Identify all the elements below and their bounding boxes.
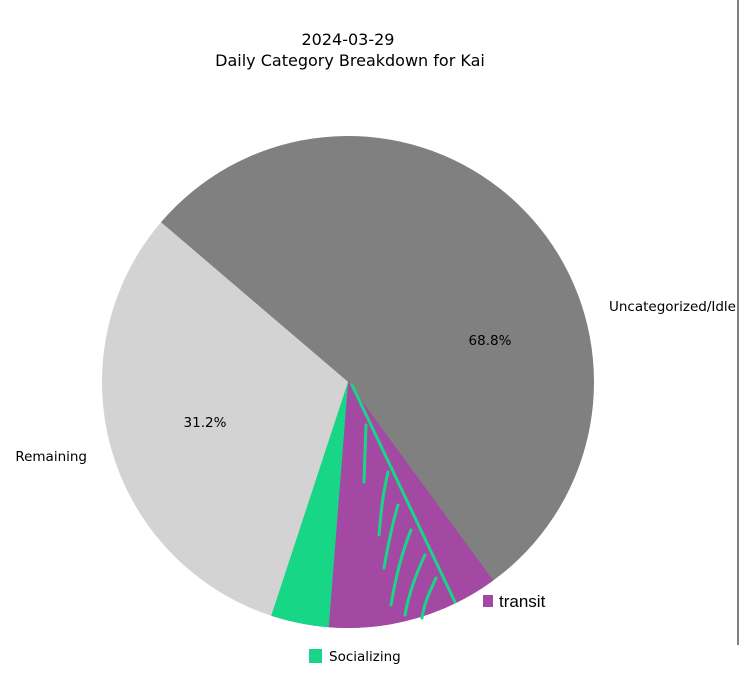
chart-title: 2024-03-29	[302, 30, 395, 49]
chart-subtitle: Daily Category Breakdown for Kai	[215, 51, 485, 70]
slice-remaining	[102, 222, 348, 616]
slice-label-uncategorized: Uncategorized/Idle	[609, 299, 736, 315]
overlay-segment-transit-2	[328, 382, 392, 629]
pie-slices	[102, 136, 595, 629]
slice-pct-remaining: 31.2%	[184, 415, 227, 431]
overlay-strokes	[350, 383, 457, 620]
legend-swatch-socializing	[309, 649, 322, 663]
slice-label-remaining: Remaining	[15, 449, 87, 465]
slice-pct-uncategorized: 68.8%	[469, 333, 512, 349]
legend-label-socializing: Socializing	[329, 649, 401, 665]
slice-uncategorized	[160, 136, 595, 629]
overlay-segment-socializing	[271, 382, 348, 628]
legend-swatch-transit	[483, 595, 493, 607]
legend-label-transit: transit	[499, 592, 546, 611]
